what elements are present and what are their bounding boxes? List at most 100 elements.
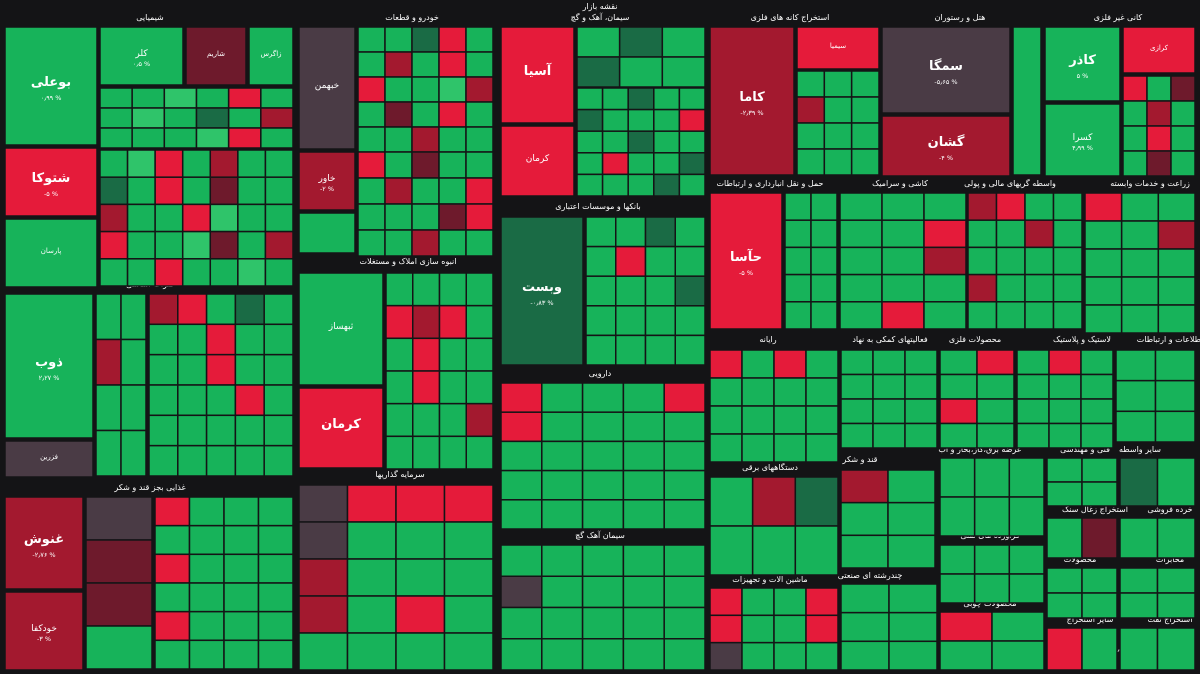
small-symbol-tile[interactable] — [601, 87, 629, 111]
small-symbol-tile[interactable] — [839, 219, 883, 249]
small-symbol-tile[interactable] — [1048, 398, 1082, 425]
small-symbol-tile[interactable] — [120, 384, 147, 432]
small-symbol-tile[interactable] — [1046, 592, 1083, 619]
small-symbol-tile[interactable] — [465, 101, 494, 128]
small-symbol-tile[interactable] — [1119, 592, 1159, 619]
small-symbol-tile[interactable] — [881, 246, 925, 276]
small-symbol-tile[interactable] — [177, 414, 208, 447]
small-symbol-tile[interactable] — [644, 334, 676, 366]
small-symbol-tile[interactable] — [541, 469, 584, 501]
small-symbol-tile[interactable] — [881, 301, 925, 330]
small-symbol-tile[interactable] — [384, 51, 413, 78]
small-symbol-tile[interactable] — [794, 476, 839, 527]
small-symbol-tile[interactable] — [839, 301, 883, 330]
small-symbol-tile[interactable] — [188, 639, 225, 670]
small-symbol-tile[interactable] — [465, 337, 494, 372]
small-symbol-tile[interactable] — [644, 245, 676, 277]
small-symbol-tile[interactable] — [1120, 304, 1160, 334]
small-symbol-tile[interactable] — [264, 258, 294, 287]
small-symbol-tile[interactable] — [576, 173, 604, 197]
small-symbol-tile[interactable] — [581, 638, 625, 671]
small-symbol-tile[interactable] — [904, 422, 938, 449]
small-symbol-tile[interactable] — [438, 402, 467, 438]
small-symbol-tile[interactable] — [181, 203, 212, 233]
symbol-tile-2[interactable] — [1044, 103, 1121, 177]
small-symbol-tile[interactable] — [995, 192, 1026, 221]
symbol-tile-6[interactable] — [4, 218, 98, 288]
small-symbol-tile[interactable] — [784, 219, 812, 249]
small-symbol-tile[interactable] — [976, 422, 1015, 449]
small-symbol-tile[interactable] — [384, 151, 413, 179]
small-symbol-tile[interactable] — [967, 301, 998, 330]
small-symbol-tile[interactable] — [1122, 75, 1148, 102]
small-symbol-tile[interactable] — [581, 499, 625, 530]
small-symbol-tile[interactable] — [438, 435, 467, 470]
small-symbol-tile[interactable] — [443, 521, 494, 560]
small-symbol-tile[interactable] — [384, 101, 413, 128]
small-symbol-tile[interactable] — [85, 625, 153, 670]
small-symbol-tile[interactable] — [887, 534, 936, 569]
small-symbol-tile[interactable] — [438, 51, 467, 78]
small-symbol-tile[interactable] — [653, 130, 681, 154]
small-symbol-tile[interactable] — [541, 606, 584, 640]
small-symbol-tile[interactable] — [500, 411, 543, 443]
small-symbol-tile[interactable] — [1157, 192, 1196, 222]
small-symbol-tile[interactable] — [581, 469, 625, 501]
small-symbol-tile[interactable] — [773, 349, 807, 379]
symbol-tile-1[interactable] — [500, 26, 575, 124]
small-symbol-tile[interactable] — [741, 587, 775, 617]
small-symbol-tile[interactable] — [663, 469, 706, 501]
small-symbol-tile[interactable] — [465, 26, 494, 53]
small-symbol-tile[interactable] — [1052, 192, 1083, 221]
small-symbol-tile[interactable] — [1024, 192, 1055, 221]
small-symbol-tile[interactable] — [784, 273, 812, 303]
small-symbol-tile[interactable] — [653, 152, 681, 176]
small-symbol-tile[interactable] — [1046, 481, 1083, 507]
small-symbol-tile[interactable] — [95, 384, 122, 432]
small-symbol-tile[interactable] — [1080, 349, 1114, 376]
small-symbol-tile[interactable] — [678, 108, 706, 132]
symbol-tile-2[interactable] — [99, 26, 184, 86]
small-symbol-tile[interactable] — [1046, 567, 1083, 594]
small-symbol-tile[interactable] — [1120, 248, 1160, 278]
small-symbol-tile[interactable] — [541, 382, 584, 413]
small-symbol-tile[interactable] — [939, 457, 976, 498]
small-symbol-tile[interactable] — [1008, 457, 1045, 498]
small-symbol-tile[interactable] — [188, 610, 225, 642]
small-symbol-tile[interactable] — [810, 219, 838, 249]
small-symbol-tile[interactable] — [177, 384, 208, 417]
small-symbol-tile[interactable] — [663, 638, 706, 671]
small-symbol-tile[interactable] — [585, 245, 617, 277]
small-symbol-tile[interactable] — [1081, 592, 1118, 619]
small-symbol-tile[interactable] — [810, 301, 838, 330]
small-symbol-tile[interactable] — [465, 229, 494, 257]
small-symbol-tile[interactable] — [1080, 373, 1114, 400]
small-symbol-tile[interactable] — [500, 575, 543, 609]
small-symbol-tile[interactable] — [661, 56, 706, 88]
small-symbol-tile[interactable] — [237, 230, 267, 260]
small-symbol-tile[interactable] — [904, 398, 938, 425]
small-symbol-tile[interactable] — [1119, 627, 1159, 671]
small-symbol-tile[interactable] — [148, 323, 179, 356]
small-symbol-tile[interactable] — [576, 26, 621, 58]
small-symbol-tile[interactable] — [991, 640, 1045, 671]
small-symbol-tile[interactable] — [796, 70, 826, 98]
small-symbol-tile[interactable] — [148, 414, 179, 447]
small-symbol-tile[interactable] — [709, 377, 743, 407]
small-symbol-tile[interactable] — [120, 293, 147, 341]
small-symbol-tile[interactable] — [976, 373, 1015, 400]
small-symbol-tile[interactable] — [223, 496, 260, 527]
small-symbol-tile[interactable] — [805, 641, 839, 671]
small-symbol-tile[interactable] — [850, 96, 880, 124]
small-symbol-tile[interactable] — [257, 639, 294, 670]
small-symbol-tile[interactable] — [412, 272, 441, 307]
small-symbol-tile[interactable] — [95, 293, 122, 341]
small-symbol-tile[interactable] — [840, 611, 890, 643]
small-symbol-tile[interactable] — [263, 293, 294, 326]
small-symbol-tile[interactable] — [1016, 373, 1050, 400]
small-symbol-tile[interactable] — [840, 640, 890, 671]
small-symbol-tile[interactable] — [411, 126, 440, 153]
small-symbol-tile[interactable] — [1016, 398, 1050, 425]
small-symbol-tile[interactable] — [888, 583, 938, 614]
small-symbol-tile[interactable] — [773, 614, 807, 644]
